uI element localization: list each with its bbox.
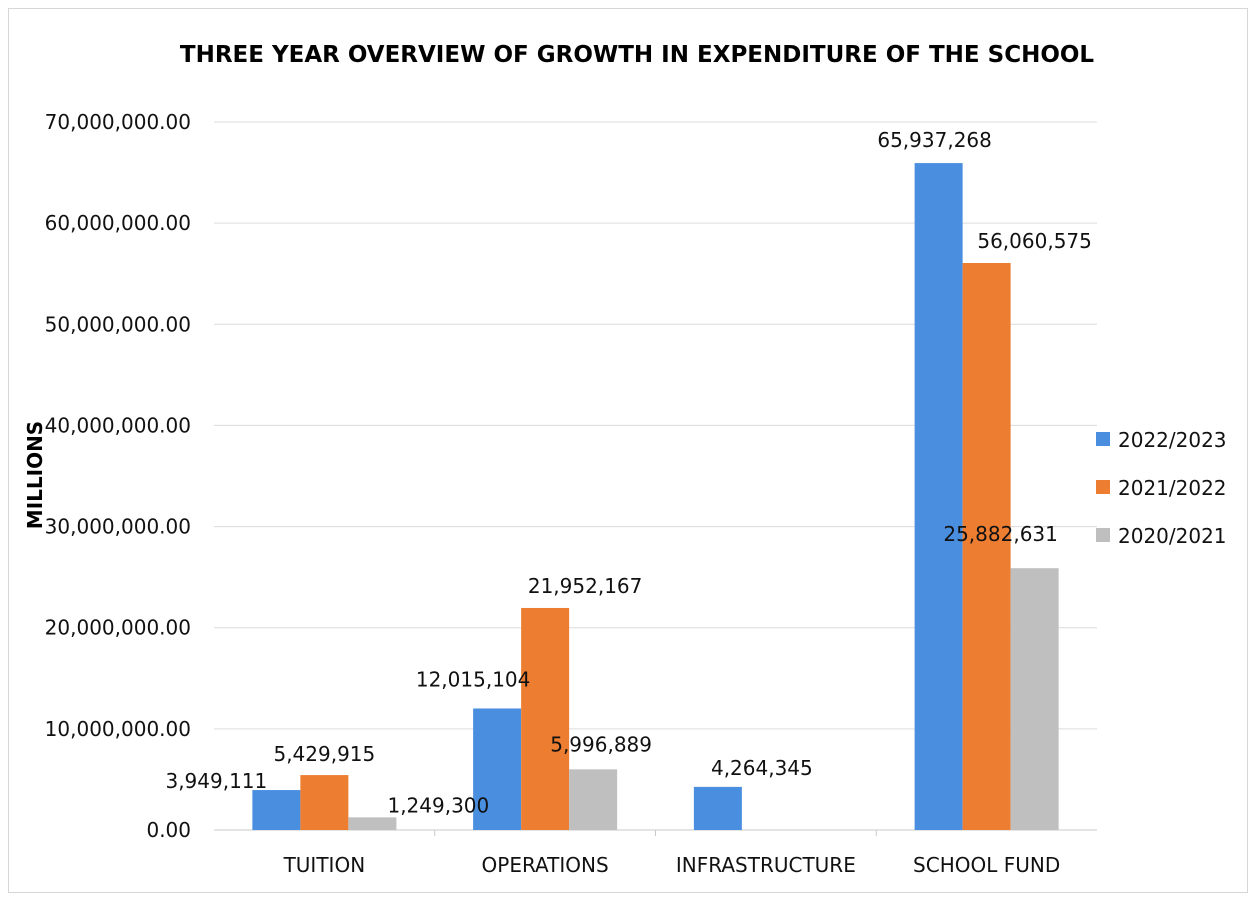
bar-2021-2022-school-fund	[962, 262, 1011, 831]
y-tick-label: 50,000,000.00	[45, 312, 191, 336]
bar-2022-2023-tuition	[252, 790, 301, 830]
legend-label: 2022/2023	[1118, 428, 1227, 452]
data-label: 1,249,300	[387, 793, 489, 817]
y-tick-label: 60,000,000.00	[45, 211, 191, 235]
legend-swatch	[1096, 432, 1110, 446]
x-tick-label: TUITION	[283, 853, 366, 877]
legend-label: 2020/2021	[1118, 524, 1227, 548]
y-tick-label: 70,000,000.00	[45, 110, 191, 134]
legend-swatch	[1096, 480, 1110, 494]
bar-2022-2023-operations	[473, 708, 522, 830]
x-tick-label: INFRASTRUCTURE	[676, 853, 856, 877]
data-label: 56,060,575	[977, 229, 1092, 253]
x-tick-label: SCHOOL FUND	[913, 853, 1060, 877]
data-label: 5,429,915	[273, 742, 375, 766]
data-label: 21,952,167	[528, 574, 643, 598]
legend: 2022/2023 2021/2022 2020/2021	[1096, 428, 1227, 548]
y-tick-label: 40,000,000.00	[45, 413, 191, 437]
x-tick-label: OPERATIONS	[482, 853, 609, 877]
y-tick-label: 10,000,000.00	[45, 717, 191, 741]
bar-2021-2022-operations	[521, 607, 570, 830]
data-label: 3,949,111	[165, 769, 267, 793]
data-label: 5,996,889	[550, 732, 652, 756]
chart-title: THREE YEAR OVERVIEW OF GROWTH IN EXPENDI…	[180, 42, 1095, 68]
data-label: 4,264,345	[711, 756, 813, 780]
bar-2022-2023-infrastructure	[693, 786, 742, 830]
bars	[252, 163, 1059, 831]
chart-frame	[8, 8, 1248, 893]
bar-2020-2021-school-fund	[1010, 568, 1059, 830]
legend-swatch	[1096, 528, 1110, 542]
data-label: 12,015,104	[416, 667, 531, 691]
data-label: 65,937,268	[877, 128, 992, 152]
bar-2022-2023-school-fund	[914, 163, 963, 831]
y-tick-label: 30,000,000.00	[45, 515, 191, 539]
bar-2020-2021-tuition	[348, 817, 397, 830]
data-label: 25,882,631	[943, 522, 1058, 546]
bar-2020-2021-operations	[569, 769, 618, 830]
legend-label: 2021/2022	[1118, 476, 1227, 500]
y-tick-label: 20,000,000.00	[45, 616, 191, 640]
y-axis-ticks: 0.00 10,000,000.00 20,000,000.00 30,000,000…	[45, 110, 191, 842]
y-tick-label: 0.00	[146, 818, 191, 842]
bar-2021-2022-tuition	[300, 775, 349, 830]
y-axis-label: MILLIONS	[23, 421, 47, 529]
x-axis-ticks: TUITION OPERATIONS INFRASTRUCTURE SCHOOL FU…	[283, 830, 1060, 877]
